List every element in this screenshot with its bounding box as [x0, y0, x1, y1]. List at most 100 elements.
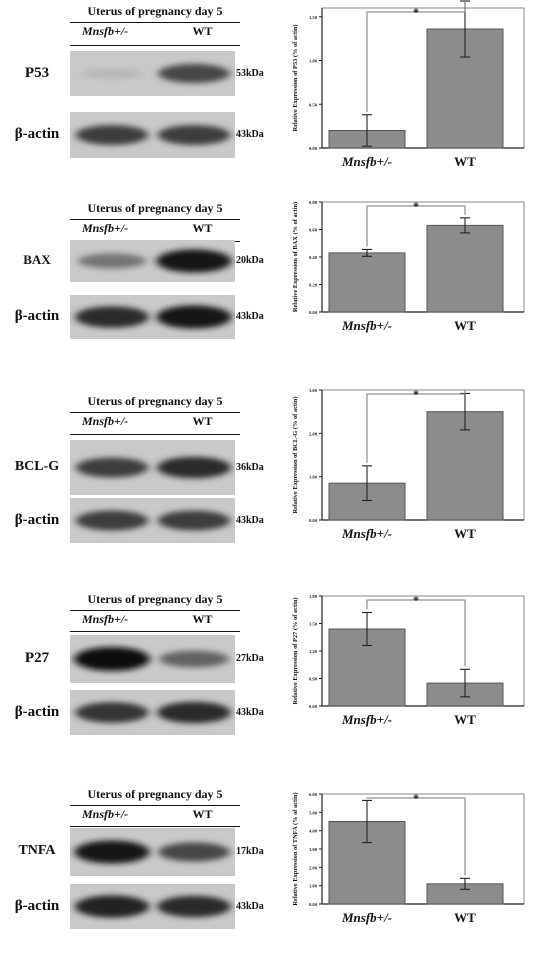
blot-p27-image [70, 635, 235, 683]
blot-tnfa-image [70, 828, 235, 876]
bar-mnsfb [328, 252, 406, 313]
y-tick-label: 0.90 [309, 677, 318, 682]
panel-p27: Uterus of pregnancy day 5 Mnsfb+/- WT P27 27… [0, 586, 539, 776]
bar-chart-svg: 0.00 1.00 2.00 3.00 Relative Expression of B… [292, 387, 525, 541]
bar-chart-svg: 0.00 0.20 0.40 0.60 0.80 Relative Expression … [292, 199, 525, 333]
band-lane-1 [75, 510, 149, 531]
y-tick-label: 1.50 [309, 622, 318, 627]
significance-star: * [413, 593, 419, 607]
significance-star: * [413, 5, 419, 19]
band-lane-2 [158, 842, 230, 862]
tissue-title: Uterus of pregnancy day 5 [87, 394, 223, 408]
band-lane-1 [74, 840, 150, 864]
blot-actin-p27-image [70, 690, 235, 735]
blot-bclg [70, 440, 235, 495]
band-lane-1 [75, 457, 149, 478]
kda-marker: 43kDa [236, 900, 264, 912]
category-label: WT [454, 910, 476, 925]
significance-star: * [413, 199, 419, 213]
header-rule-top [70, 219, 240, 220]
band-lane-1 [80, 68, 144, 79]
category-label: WT [454, 154, 476, 169]
blot-p53 [70, 51, 235, 96]
y-tick-label: 0.20 [309, 283, 318, 288]
bar-chart-tnfa: 0.00 1.00 2.00 3.00 4.00 5.00 6.00 Relative Exp… [270, 786, 532, 936]
protein-label-actin: β-actin [14, 511, 60, 528]
blot-header: Uterus of pregnancy day 5 Mnsfb+/- WT [70, 787, 240, 837]
y-tick-label: 0.60 [309, 228, 318, 233]
y-tick-label: 0.80 [309, 200, 318, 205]
blot-actin-p53 [70, 112, 235, 158]
blot-actin-bclg [70, 498, 235, 543]
protein-label-p27: P27 [24, 650, 50, 666]
y-tick-label: 3.00 [309, 847, 318, 852]
header-rule-top [70, 412, 240, 413]
kda-marker: 43kDa [236, 514, 264, 526]
category-label: Mnsfb+/- [341, 910, 392, 925]
blot-bclg-image [70, 440, 235, 495]
band-lane-2 [156, 305, 232, 329]
y-tick-label: 5.00 [309, 810, 318, 815]
header-rule-top [70, 22, 240, 23]
genotype-label-mnsfb: Mnsfb+/- [82, 807, 129, 821]
protein-label-bclg: BCL-G [14, 458, 60, 474]
y-tick-label: 0.50 [309, 102, 318, 107]
bar-chart-p27: 0.60 0.90 1.20 1.50 1.80 Relative Expression … [270, 588, 532, 738]
significance-bracket [366, 599, 466, 667]
significance-bracket [366, 390, 466, 463]
band-lane-1 [75, 702, 149, 723]
category-label: WT [454, 318, 476, 333]
y-axis-label: Relative Expression of TNFA (% of actin) [292, 792, 299, 905]
genotype-label-wt: WT [192, 414, 213, 428]
protein-label-p53: P53 [24, 64, 50, 81]
y-axis-label: Relative Expression of P27 (% of actin) [292, 597, 299, 704]
y-tick-label: 0.00 [309, 310, 318, 315]
y-tick-label: 3.00 [309, 388, 318, 393]
kda-marker: 43kDa [236, 129, 264, 140]
blot-actin-tnfa [70, 884, 235, 929]
band-lane-1 [74, 895, 150, 918]
band-lane-2 [157, 456, 231, 479]
kda-marker: 20kDa [236, 255, 264, 266]
y-tick-label: 1.00 [309, 884, 318, 889]
protein-label-actin: β-actin [14, 126, 60, 142]
kda-marker: 36kDa [236, 461, 264, 473]
category-label: WT [454, 712, 476, 727]
y-tick-label: 1.20 [309, 649, 318, 654]
tissue-title: Uterus of pregnancy day 5 [87, 787, 223, 801]
significance-star: * [413, 387, 419, 401]
band-lane-1 [75, 306, 149, 328]
panel-p53: Uterus of pregnancy day 5 Mnsfb+/- WT P53 53… [0, 0, 539, 190]
blot-actin-p53-image [70, 112, 235, 158]
y-tick-label: 2.00 [309, 865, 318, 870]
header-rule-bottom [70, 826, 240, 827]
y-tick-label: 6.00 [309, 792, 318, 797]
genotype-label-wt: WT [192, 807, 213, 821]
header-rule-bottom [70, 631, 240, 632]
significance-bracket [366, 0, 466, 112]
protein-label-actin: β-actin [14, 703, 60, 720]
y-tick-label: 0.00 [309, 902, 318, 907]
genotype-label-mnsfb: Mnsfb+/- [82, 414, 129, 428]
y-tick-label: 0.40 [309, 255, 318, 260]
blot-header: Uterus of pregnancy day 5 Mnsfb+/- WT [70, 592, 240, 642]
band-lane-2 [158, 63, 230, 84]
category-label: Mnsfb+/- [341, 526, 392, 541]
bar-wt [426, 224, 504, 313]
bar-chart-svg: 0.00 0.50 1.00 1.50 Relative Expression of P… [292, 0, 525, 169]
y-tick-label: 2.00 [309, 431, 318, 436]
genotype-label-mnsfb: Mnsfb+/- [82, 221, 129, 235]
y-tick-label: 0.60 [309, 704, 318, 709]
blot-header: Uterus of pregnancy day 5 Mnsfb+/- WT [70, 394, 240, 444]
band-lane-2 [156, 249, 232, 273]
genotype-label-wt: WT [192, 24, 213, 38]
band-lane-1 [74, 647, 150, 671]
blot-header: Uterus of pregnancy day 5 Mnsfb+/- WT [70, 4, 240, 54]
category-label: Mnsfb+/- [341, 154, 392, 169]
genotype-label-mnsfb: Mnsfb+/- [82, 24, 129, 38]
tissue-title: Uterus of pregnancy day 5 [87, 201, 223, 215]
bar-chart-bclg: 0.00 1.00 2.00 3.00 Relative Expression of B… [270, 382, 532, 552]
header-rule-bottom [70, 434, 240, 435]
y-tick-label: 4.00 [309, 829, 318, 834]
blot-actin-bclg-image [70, 498, 235, 543]
